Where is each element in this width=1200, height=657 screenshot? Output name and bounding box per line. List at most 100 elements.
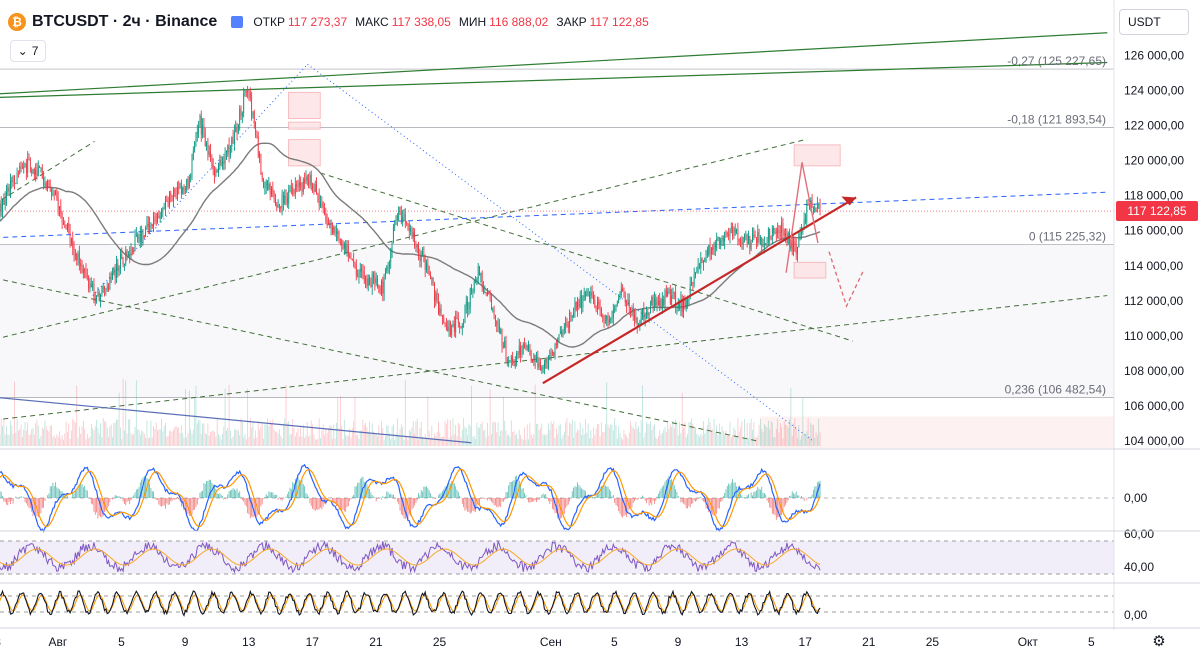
candle-body (525, 346, 527, 348)
candle-body (162, 208, 164, 212)
volume-bar (351, 428, 353, 446)
volume-bar (231, 438, 233, 446)
volume-bar (555, 428, 557, 446)
macd-histogram-bar (522, 488, 524, 498)
volume-bar (259, 429, 260, 446)
candle-body (67, 223, 68, 230)
macd-histogram-bar (730, 482, 732, 498)
volume-bar (737, 418, 739, 446)
volume-bar (538, 429, 540, 446)
macd-histogram-bar (371, 495, 373, 498)
volume-bar (562, 435, 564, 446)
macd-histogram-bar (65, 496, 67, 498)
candle-body (218, 165, 219, 172)
macd-histogram-bar (158, 498, 160, 505)
candle-body (92, 283, 94, 288)
volume-bar (692, 423, 694, 446)
candle-body (210, 151, 211, 158)
volume-bar (192, 429, 194, 446)
candle-body (782, 222, 784, 234)
macd-histogram-bar (120, 497, 121, 498)
volume-bar (102, 418, 104, 446)
volume-bar (770, 420, 772, 446)
volume-bar (265, 424, 267, 446)
candle-body (534, 355, 536, 362)
candle-body (699, 264, 700, 269)
volume-bar (406, 437, 408, 446)
volume-bar (741, 421, 743, 446)
volume-bar (40, 436, 42, 446)
macd-histogram-bar (110, 498, 112, 499)
symbol-title[interactable]: BTCUSDT · 2ч · Binance (32, 13, 218, 30)
volume-bar (361, 430, 363, 446)
candle-body (485, 291, 487, 295)
volume-bar (663, 429, 665, 446)
macd-histogram-bar (112, 498, 113, 500)
volume-bar (184, 389, 186, 446)
resistance-box (288, 91, 321, 119)
volume-bar (448, 437, 450, 446)
candle-body (190, 174, 192, 178)
macd-histogram-bar (399, 498, 401, 511)
candle-body (679, 304, 681, 310)
currency-button[interactable]: USDT (1119, 9, 1189, 35)
candle-body (321, 202, 323, 204)
macd-histogram-bar (332, 498, 333, 502)
volume-bar (162, 431, 164, 446)
fib-zone-fill (0, 244, 1114, 398)
volume-bar (709, 422, 711, 446)
macd-histogram-bar (815, 486, 817, 498)
gear-icon[interactable]: ⚙ (1152, 633, 1166, 650)
volume-bar (208, 435, 210, 446)
indicators-toggle-button[interactable]: ⌄ 7 (10, 40, 46, 62)
candle-body (310, 175, 312, 186)
candle-body (387, 266, 389, 268)
volume-bar (314, 438, 316, 446)
macd-histogram-bar (517, 480, 519, 498)
candle-body (251, 98, 253, 117)
volume-bar (341, 425, 343, 446)
volume-bar (819, 432, 821, 446)
volume-bar (818, 418, 820, 446)
volume-bar (301, 436, 303, 446)
macd-histogram-bar (569, 498, 571, 502)
macd-histogram-bar (184, 498, 186, 509)
candle-body (230, 146, 231, 155)
candle-body (60, 206, 62, 214)
macd-histogram-bar (595, 494, 597, 498)
macd-histogram-bar (161, 498, 162, 507)
volume-bar (263, 438, 264, 446)
volume-bar (260, 426, 262, 446)
candle-body (306, 176, 308, 181)
candle-body (49, 186, 51, 189)
volume-bar (334, 438, 336, 446)
macd-histogram-bar (771, 498, 773, 514)
volume-bar (517, 438, 519, 446)
macd-histogram-bar (447, 484, 449, 498)
volume-bar (285, 385, 287, 446)
volume-bar (76, 385, 78, 446)
candle-body (108, 286, 109, 290)
price-tick-label: 106 000,00 (1124, 399, 1184, 413)
volume-bar (138, 430, 140, 446)
volume-bar (778, 432, 780, 446)
volume-bar (501, 430, 503, 446)
volume-bar (728, 434, 730, 446)
macd-histogram-bar (467, 498, 469, 512)
candle-body (402, 216, 404, 223)
volume-bar (756, 437, 757, 446)
volume-bar (204, 433, 206, 446)
macd-histogram-bar (488, 498, 490, 499)
macd-histogram-bar (538, 498, 540, 500)
candle-body (215, 170, 217, 176)
volume-bar (589, 438, 590, 446)
candle-body (807, 204, 809, 206)
macd-histogram-bar (227, 494, 229, 498)
volume-bar (8, 434, 10, 446)
volume-bar (381, 421, 382, 446)
macd-histogram-bar (734, 482, 736, 498)
macd-histogram-bar (216, 493, 218, 498)
candle-body (97, 292, 99, 296)
macd-histogram-bar (292, 482, 294, 498)
